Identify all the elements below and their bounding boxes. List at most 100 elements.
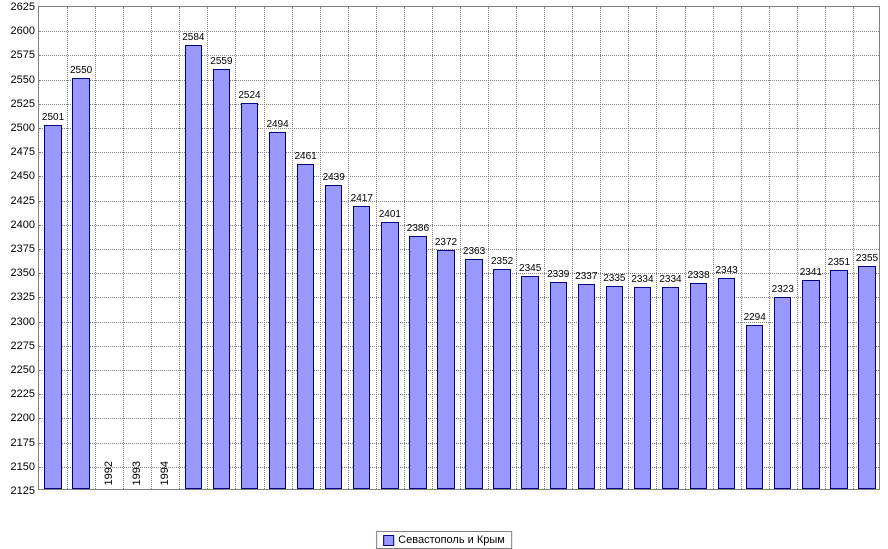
- gridline-vertical: [825, 7, 826, 489]
- gridline-horizontal: [39, 104, 879, 105]
- y-tick-label: 2175: [11, 437, 35, 449]
- bar-value-label: 2337: [575, 271, 597, 282]
- bar: [578, 284, 595, 489]
- gridline-vertical: [685, 7, 686, 489]
- y-tick-label: 2625: [11, 1, 35, 13]
- bar: [381, 222, 398, 489]
- bar-value-label: 2335: [603, 273, 625, 284]
- y-tick-label: 2300: [11, 316, 35, 328]
- y-tick-label: 2575: [11, 49, 35, 61]
- y-tick-label: 2425: [11, 195, 35, 207]
- y-tick-label: 2250: [11, 364, 35, 376]
- gridline-vertical: [67, 7, 68, 489]
- x-tick-label: 1992: [103, 461, 115, 497]
- gridline-vertical: [179, 7, 180, 489]
- bar: [185, 45, 202, 489]
- gridline-vertical: [320, 7, 321, 489]
- gridline-vertical: [656, 7, 657, 489]
- bar: [858, 266, 875, 489]
- gridline-vertical: [797, 7, 798, 489]
- legend-label: Севастополь и Крым: [398, 534, 505, 546]
- bar: [269, 132, 286, 489]
- bar: [718, 278, 735, 489]
- bar-value-label: 2501: [42, 112, 64, 123]
- bar-value-label: 2494: [266, 119, 288, 130]
- bar: [241, 103, 258, 489]
- y-tick-label: 2350: [11, 267, 35, 279]
- legend: Севастополь и Крым: [376, 531, 512, 549]
- gridline-vertical: [404, 7, 405, 489]
- bar-value-label: 2363: [463, 246, 485, 257]
- bar: [213, 69, 230, 489]
- y-tick-label: 2600: [11, 25, 35, 37]
- x-tick-label: 1993: [131, 461, 143, 497]
- y-tick-label: 2450: [11, 170, 35, 182]
- bar-value-label: 2550: [70, 65, 92, 76]
- y-tick-label: 2125: [11, 485, 35, 497]
- plot-area: 2125215021752200222522502275230023252350…: [38, 6, 880, 490]
- x-tick-label: 1994: [159, 461, 171, 497]
- bar: [44, 125, 61, 489]
- y-tick-label: 2275: [11, 340, 35, 352]
- gridline-vertical: [460, 7, 461, 489]
- bar: [606, 286, 623, 489]
- bar: [325, 185, 342, 489]
- bar: [297, 164, 314, 489]
- chart-container: 2125 2150 2175 2200 2225 2250 2275 2300 2325 2350…: [0, 0, 888, 549]
- gridline-vertical: [376, 7, 377, 489]
- y-tick-label: 2150: [11, 461, 35, 473]
- bar-value-label: 2345: [519, 263, 541, 274]
- gridline-vertical: [572, 7, 573, 489]
- gridline-vertical: [853, 7, 854, 489]
- bar: [746, 325, 763, 489]
- bar-value-label: 2323: [772, 284, 794, 295]
- legend-swatch: [383, 535, 394, 546]
- bar: [690, 283, 707, 489]
- bar-value-label: 2355: [856, 253, 878, 264]
- y-tick-label: 2475: [11, 146, 35, 158]
- y-tick-label: 2200: [11, 412, 35, 424]
- bar-value-label: 2559: [210, 56, 232, 67]
- bar-value-label: 2372: [435, 237, 457, 248]
- y-tick-label: 2500: [11, 122, 35, 134]
- bar-value-label: 2386: [407, 223, 429, 234]
- y-tick-label: 2550: [11, 74, 35, 86]
- bar: [72, 78, 89, 489]
- bar-value-label: 2341: [800, 267, 822, 278]
- gridline-horizontal: [39, 176, 879, 177]
- bar-value-label: 2584: [182, 32, 204, 43]
- bar-value-label: 2401: [379, 209, 401, 220]
- y-tick-label: 2400: [11, 219, 35, 231]
- gridline-vertical: [600, 7, 601, 489]
- y-tick-label: 2525: [11, 98, 35, 110]
- bar-value-label: 2439: [323, 172, 345, 183]
- bar: [774, 297, 791, 489]
- gridline-horizontal: [39, 128, 879, 129]
- gridline-vertical: [207, 7, 208, 489]
- y-tick-label: 2225: [11, 388, 35, 400]
- gridline-vertical: [235, 7, 236, 489]
- bar: [521, 276, 538, 489]
- bar-value-label: 2334: [631, 274, 653, 285]
- gridline-horizontal: [39, 225, 879, 226]
- bar: [409, 236, 426, 489]
- gridline-vertical: [628, 7, 629, 489]
- bar: [662, 287, 679, 489]
- bar: [353, 206, 370, 489]
- gridline-vertical: [488, 7, 489, 489]
- gridline-horizontal: [39, 201, 879, 202]
- gridline-horizontal: [39, 152, 879, 153]
- gridline-horizontal: [39, 31, 879, 32]
- bar: [830, 270, 847, 489]
- y-tick-label: 2325: [11, 291, 35, 303]
- gridline-vertical: [348, 7, 349, 489]
- bar-value-label: 2461: [295, 151, 317, 162]
- bar-value-label: 2334: [659, 274, 681, 285]
- gridline-vertical: [123, 7, 124, 489]
- bar-value-label: 2352: [491, 256, 513, 267]
- gridline-vertical: [432, 7, 433, 489]
- gridline-vertical: [95, 7, 96, 489]
- gridline-vertical: [713, 7, 714, 489]
- bar: [634, 287, 651, 489]
- gridline-vertical: [769, 7, 770, 489]
